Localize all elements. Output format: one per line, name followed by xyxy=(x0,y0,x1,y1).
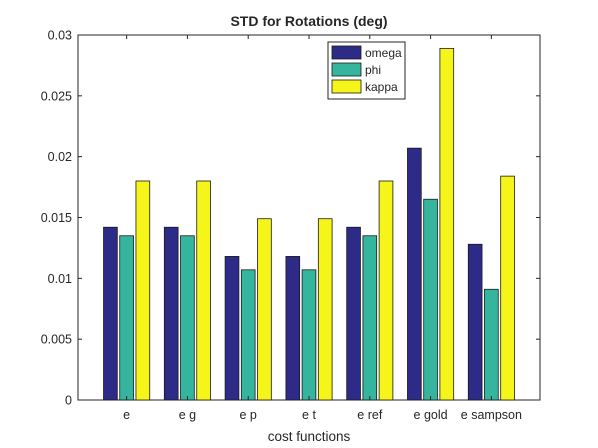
bar-omega-7 xyxy=(467,243,483,401)
bar-omega-5 xyxy=(346,226,361,401)
bar-phi-5 xyxy=(362,235,378,401)
legend-label-phi: phi xyxy=(365,63,381,77)
bar-omega-3 xyxy=(224,256,240,401)
bar-kappa-2 xyxy=(196,180,211,401)
bar-kappa-5 xyxy=(378,180,394,401)
bar-kappa-1 xyxy=(135,180,151,401)
bar-kappa-4 xyxy=(317,218,333,401)
x-tick-label: e g xyxy=(179,408,196,422)
bar-phi-6 xyxy=(423,198,438,401)
bar-phi-7 xyxy=(484,288,499,401)
bar-phi-3 xyxy=(240,269,256,401)
y-tick-label: 0.03 xyxy=(48,29,72,43)
bar-omega-1 xyxy=(103,226,118,401)
y-tick-label: 0 xyxy=(65,394,72,408)
legend-swatch-kappa xyxy=(331,79,362,94)
y-tick-label: 0.02 xyxy=(48,150,72,164)
bar-phi-2 xyxy=(180,235,195,401)
x-axis-label: cost functions xyxy=(268,429,351,444)
bar-phi-4 xyxy=(301,269,317,401)
legend-swatch-phi xyxy=(331,62,362,77)
legend-label-kappa: kappa xyxy=(365,80,398,94)
bar-kappa-3 xyxy=(257,218,272,401)
legend: omega phi kappa xyxy=(327,41,406,100)
x-tick-label: e ref xyxy=(357,408,383,422)
plot-area: e e g e p e t e ref e gold e sampson 0 0.005 0.01… xyxy=(41,29,541,422)
y-tick-label: 0.005 xyxy=(41,333,72,347)
bar-omega-4 xyxy=(285,256,301,401)
legend-label-omega: omega xyxy=(365,46,402,60)
x-tick-label: e gold xyxy=(414,408,448,422)
bar-kappa-7 xyxy=(500,175,515,401)
bar-kappa-6 xyxy=(439,47,455,401)
y-tick-label: 0.025 xyxy=(41,89,72,103)
y-tick-label: 0.015 xyxy=(41,211,72,225)
bar-phi-1 xyxy=(119,235,134,401)
x-tick-label: e p xyxy=(240,408,257,422)
y-tick-label: 0.01 xyxy=(48,272,72,286)
chart-title: STD for Rotations (deg) xyxy=(230,13,387,29)
legend-swatch-omega xyxy=(331,45,362,60)
x-tick-label: e t xyxy=(302,408,316,422)
x-tick-label: e xyxy=(123,408,130,422)
bar-omega-2 xyxy=(163,226,179,401)
x-tick-label: e sampson xyxy=(461,408,522,422)
bar-omega-6 xyxy=(407,147,422,401)
